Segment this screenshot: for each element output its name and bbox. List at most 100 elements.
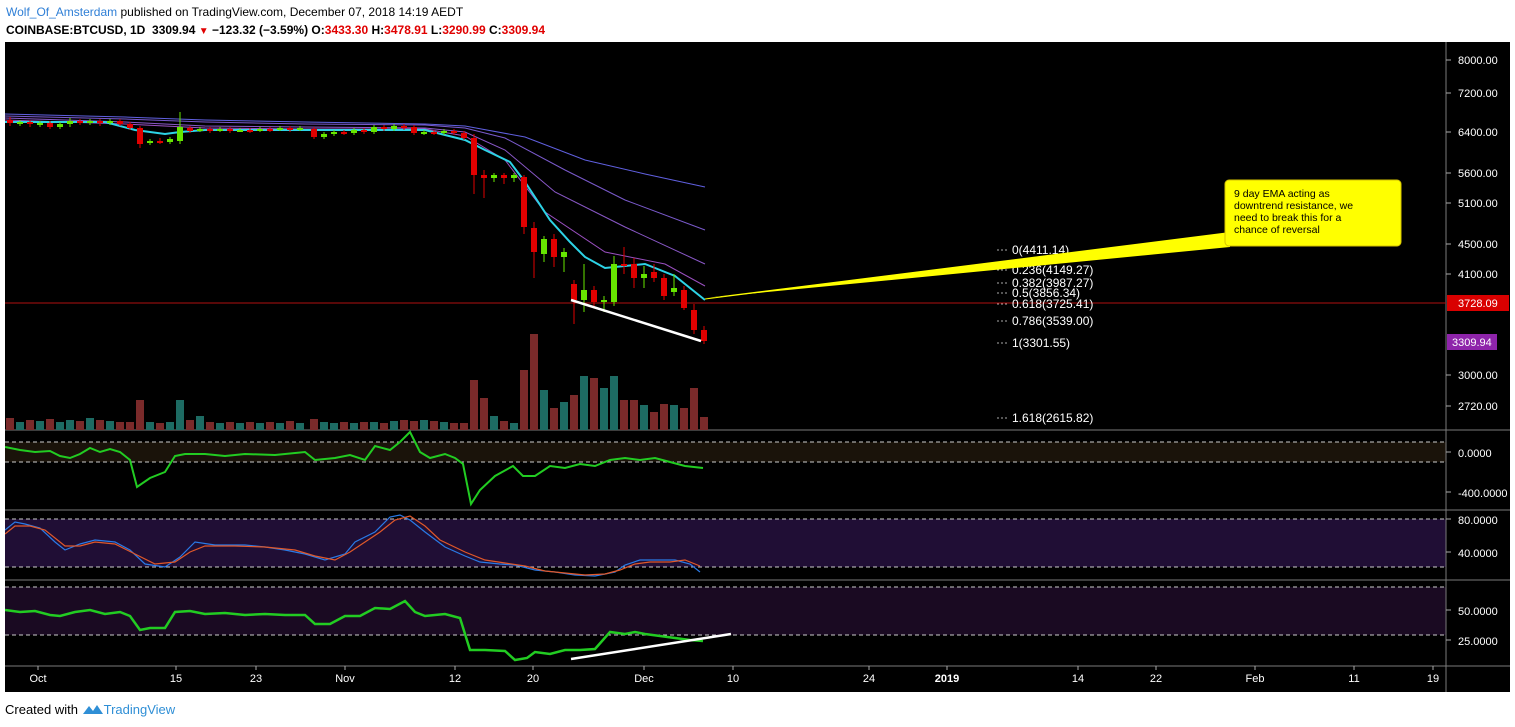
volume-bar (390, 421, 398, 430)
price-tick: 5600.00 (1458, 168, 1498, 180)
volume-bar (550, 408, 558, 430)
price-level-badge-text: 3728.09 (1458, 298, 1498, 310)
ema-9-line (5, 121, 706, 301)
candle-body (7, 120, 13, 123)
candle-body (411, 127, 417, 133)
price-trendline[interactable] (570, 298, 702, 343)
volume-bar (600, 388, 608, 430)
volume-bar (256, 423, 264, 430)
time-tick: Oct (29, 673, 46, 685)
stoch-tick: 40.0000 (1458, 548, 1498, 560)
tradingview-brand-link[interactable]: TradingView (103, 702, 176, 717)
candle-body (571, 284, 577, 300)
candle-body (247, 130, 253, 132)
time-tick: 12 (449, 673, 461, 685)
time-axis[interactable]: Oct 15 23 Nov 12 20 Dec 10 24 2019 14 22 Feb 11 19 (29, 666, 1439, 685)
candle-body (207, 129, 213, 131)
candle-body (451, 131, 457, 133)
fib-level-0382: 0.382(3987.27) (1012, 276, 1093, 290)
time-tick: 19 (1427, 673, 1439, 685)
time-tick: 2019 (935, 673, 959, 685)
candle-body (27, 122, 33, 124)
chart-area[interactable]: 0(4411.14) 0.236(4149.27) 0.382(3987.27)… (4, 42, 1510, 692)
volume-bar (480, 398, 488, 430)
fib-level-0236: 0.236(4149.27) (1012, 263, 1093, 277)
volume-bar (350, 423, 358, 430)
volume-bar (266, 422, 274, 430)
volume-bar (196, 416, 204, 430)
volume-bar (76, 421, 84, 430)
volume-bar (450, 423, 458, 430)
cci-tick: -400.0000 (1458, 488, 1508, 500)
candle-body (551, 239, 557, 257)
candle-body (461, 133, 467, 138)
volume-bar (126, 422, 134, 430)
volume-bar (670, 405, 678, 430)
price-tick: 4100.00 (1458, 269, 1498, 281)
candle-body (177, 127, 183, 141)
candle-body (97, 121, 103, 123)
volume-bar (146, 422, 154, 430)
time-tick: 20 (527, 673, 539, 685)
candle-body (541, 239, 547, 254)
high-value: 3478.91 (384, 23, 428, 37)
volume-bar (490, 416, 498, 430)
rsi-line (4, 599, 704, 662)
fib-retracement[interactable]: 0(4411.14) 0.236(4149.27) 0.382(3987.27)… (997, 243, 1093, 425)
ema-annotation-callout[interactable]: 9 day EMA acting as downtrend resistance… (706, 179, 1402, 298)
volume-bars (6, 334, 708, 430)
footer-text: Created with (5, 702, 78, 717)
candle-body (197, 129, 203, 131)
volume-bar (66, 420, 74, 430)
volume-bar (276, 423, 284, 430)
volume-bar (570, 395, 578, 430)
volume-bar (660, 404, 668, 430)
candle-body (341, 132, 347, 134)
candle-body (611, 264, 617, 302)
volume-bar (370, 422, 378, 430)
volume-bar (186, 420, 194, 430)
candle-body (641, 274, 647, 278)
volume-bar (470, 380, 478, 430)
rsi-trendline[interactable] (570, 632, 732, 661)
candle-body (57, 124, 63, 127)
volume-bar (610, 376, 618, 430)
candle-body (481, 175, 487, 178)
time-tick: 15 (170, 673, 182, 685)
volume-bar (136, 400, 144, 430)
price-axis[interactable]: 8000.00 7200.00 6400.00 5600.00 5100.00 … (1446, 55, 1509, 413)
candle-body (331, 132, 337, 134)
volume-bar (430, 421, 438, 430)
volume-bar (380, 423, 388, 430)
candle-body (501, 175, 507, 178)
volume-bar (206, 422, 214, 430)
candle-body (391, 126, 397, 129)
price-level-badge (1447, 295, 1509, 311)
candle-body (671, 288, 677, 292)
volume-bar (630, 400, 638, 430)
callout-pointer (706, 232, 1230, 298)
rsi-tick: 25.0000 (1458, 636, 1498, 648)
price-tick: 4500.00 (1458, 239, 1498, 251)
candle-body (401, 126, 407, 128)
candle-body (371, 127, 377, 132)
candle-body (47, 123, 53, 127)
publish-line: Wolf_Of_Amsterdam published on TradingVi… (6, 5, 463, 19)
volume-bar (6, 418, 14, 430)
stoch-k-line (4, 514, 701, 577)
chart-svg[interactable]: 0(4411.14) 0.236(4149.27) 0.382(3987.27)… (4, 42, 1510, 692)
fib-level-1: 1(3301.55) (1012, 336, 1070, 350)
author-link[interactable]: Wolf_Of_Amsterdam (6, 5, 118, 19)
candle-body (621, 264, 627, 266)
candle-body (87, 121, 93, 123)
fib-level-1618: 1.618(2615.82) (1012, 411, 1093, 425)
volume-bar (590, 378, 598, 430)
candle-body (107, 121, 113, 123)
time-tick: Feb (1246, 673, 1265, 685)
candle-body (651, 272, 657, 278)
candle-body (471, 138, 477, 175)
candle-body (631, 264, 637, 278)
indicator-axes[interactable]: 0.0000 -400.0000 80.0000 40.0000 50.0000… (1446, 448, 1508, 648)
candle-body (237, 130, 243, 132)
down-triangle-icon: ▼ (198, 26, 209, 37)
